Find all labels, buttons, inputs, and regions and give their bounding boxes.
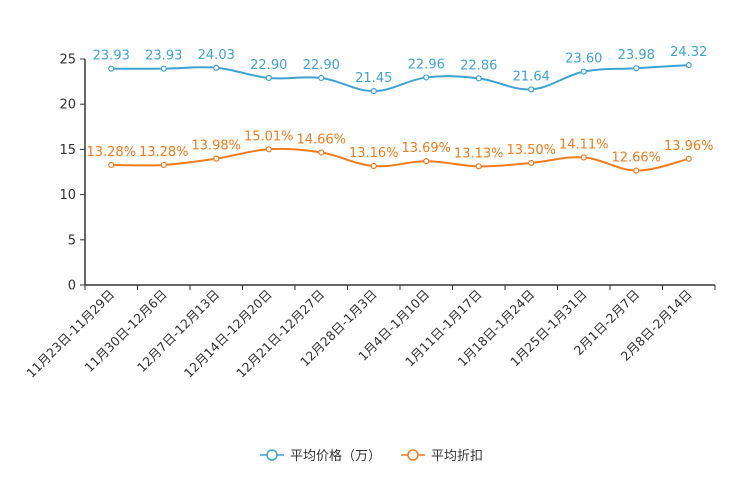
legend-marker-icon — [266, 449, 278, 461]
data-label: 23.93 — [145, 49, 182, 64]
data-label: 13.28% — [86, 145, 136, 160]
data-point[interactable] — [685, 62, 692, 69]
legend-item-1[interactable]: 平均价格（万） — [260, 448, 381, 464]
x-tick-label: 12月14日-12月20日 — [181, 287, 275, 381]
data-label: 13.13% — [454, 146, 504, 161]
y-tick-label: 25 — [59, 53, 76, 68]
data-point[interactable] — [423, 74, 430, 81]
data-point[interactable] — [633, 167, 640, 174]
data-point[interactable] — [633, 65, 640, 72]
data-point[interactable] — [423, 158, 430, 165]
data-point[interactable] — [580, 154, 587, 161]
data-point[interactable] — [213, 64, 220, 71]
data-point[interactable] — [160, 161, 167, 169]
data-label: 23.60 — [565, 52, 602, 67]
data-point[interactable] — [475, 75, 482, 82]
x-tick-label: 11月23日-11月29日 — [23, 287, 117, 381]
data-point[interactable] — [475, 163, 482, 170]
data-point[interactable] — [108, 161, 115, 169]
data-label: 23.98 — [618, 48, 655, 63]
legend-item-2[interactable]: 平均折扣 — [401, 449, 483, 464]
data-label: 22.96 — [408, 57, 445, 72]
series-group: 23.93 23.93 24.03 22.90 22.90 21.45 22.96 22.86… — [86, 45, 714, 174]
series-1: 23.93 23.93 24.03 22.90 22.90 21.45 22.96 22.86… — [93, 45, 707, 95]
y-tick-label: 5 — [68, 233, 76, 248]
data-point[interactable] — [580, 68, 587, 75]
data-label: 14.66% — [296, 132, 346, 147]
data-label: 24.03 — [198, 48, 235, 63]
data-point[interactable] — [265, 74, 272, 82]
data-label: 21.64 — [513, 69, 550, 84]
data-point[interactable] — [318, 149, 325, 156]
data-label: 15.01% — [244, 129, 294, 144]
data-label: 21.45 — [355, 71, 392, 86]
data-label: 13.98% — [191, 139, 241, 154]
legend-label: 平均价格（万） — [290, 448, 381, 464]
data-point[interactable] — [685, 155, 692, 162]
legend-marker-icon — [407, 449, 419, 461]
data-point[interactable] — [108, 65, 115, 72]
legend-label: 平均折扣 — [431, 449, 483, 464]
series-line — [111, 64, 689, 93]
data-label: 13.16% — [349, 146, 399, 161]
data-label: 13.96% — [664, 139, 714, 154]
data-point[interactable] — [370, 162, 377, 170]
data-label: 23.93 — [93, 49, 130, 64]
y-tick-label: 15 — [59, 143, 76, 158]
data-label: 22.86 — [460, 58, 497, 73]
data-point[interactable] — [528, 86, 535, 93]
data-point[interactable] — [160, 65, 167, 72]
data-label: 22.90 — [250, 58, 287, 73]
data-point[interactable] — [528, 159, 535, 167]
data-label: 13.50% — [506, 143, 556, 158]
data-point[interactable] — [265, 146, 272, 153]
data-point[interactable] — [370, 87, 377, 95]
data-label: 24.32 — [670, 45, 707, 60]
x-tick-label: 12月21日-12月27日 — [233, 287, 327, 381]
data-label: 13.69% — [401, 141, 451, 156]
y-tick-label: 0 — [68, 279, 76, 294]
data-label: 14.11% — [559, 137, 609, 152]
data-label: 22.90 — [303, 58, 340, 73]
data-label: 13.28% — [139, 145, 189, 160]
y-tick-label: 20 — [59, 98, 76, 113]
data-point[interactable] — [318, 74, 325, 82]
series-2: 13.28% 13.28% 13.98%15.01% 14.66%13.16% 13.6… — [86, 129, 714, 174]
data-label: 12.66% — [611, 151, 661, 166]
y-tick-label: 10 — [59, 188, 76, 203]
series-line — [111, 147, 689, 172]
axes: 051015202511月23日-11月29日11月30日-12月6日12月7日… — [23, 53, 716, 381]
data-point[interactable] — [213, 155, 220, 162]
legend: 平均价格（万） 平均折扣 — [260, 448, 483, 464]
